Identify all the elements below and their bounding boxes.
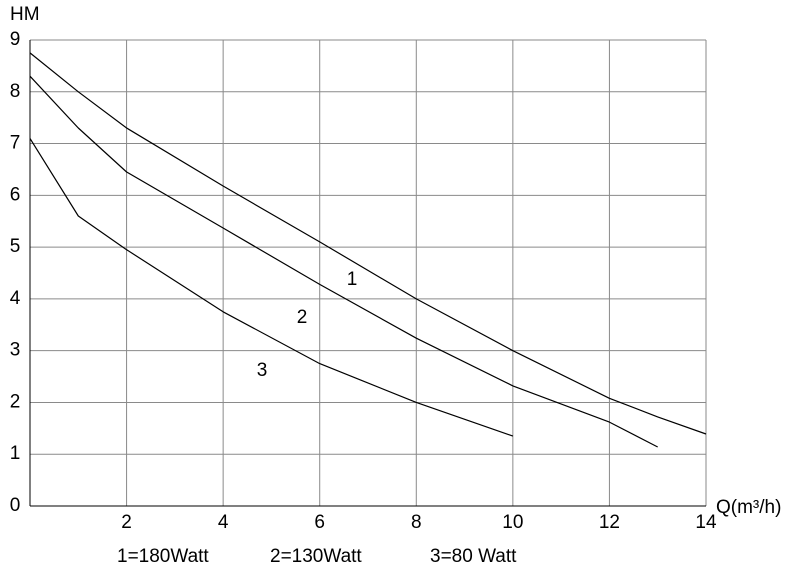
y-tick-label: 2	[10, 391, 21, 412]
x-tick-label: 10	[502, 512, 523, 533]
y-axis-label: HM	[10, 4, 40, 25]
x-tick-label: 14	[695, 512, 717, 533]
x-axis-label: Q(m³/h)	[716, 497, 781, 518]
legend-note: 3=80 Watt	[430, 546, 517, 567]
y-tick-label: 1	[10, 443, 21, 464]
y-tick-label: 6	[10, 184, 21, 205]
legend-note: 1=180Watt	[117, 546, 209, 567]
x-tick-label: 4	[218, 512, 229, 533]
curve-label: 1	[347, 269, 358, 290]
x-tick-label: 12	[599, 512, 620, 533]
curve	[29, 138, 514, 437]
y-tick-label: 9	[10, 29, 21, 50]
x-tick-label: 8	[411, 512, 422, 533]
curve-label: 2	[297, 307, 308, 328]
y-tick-label: 4	[10, 288, 21, 309]
y-tick-label: 5	[10, 236, 21, 257]
curve	[29, 52, 707, 435]
y-tick-label: 7	[10, 133, 21, 154]
curve	[29, 75, 658, 448]
y-tick-label: 3	[10, 340, 21, 361]
y-tick-label: 8	[10, 81, 21, 102]
y-tick-label: 0	[10, 495, 21, 516]
x-tick-label: 6	[314, 512, 325, 533]
legend-note: 2=130Watt	[270, 546, 362, 567]
curve-label: 3	[257, 360, 268, 381]
x-tick-label: 2	[121, 512, 132, 533]
